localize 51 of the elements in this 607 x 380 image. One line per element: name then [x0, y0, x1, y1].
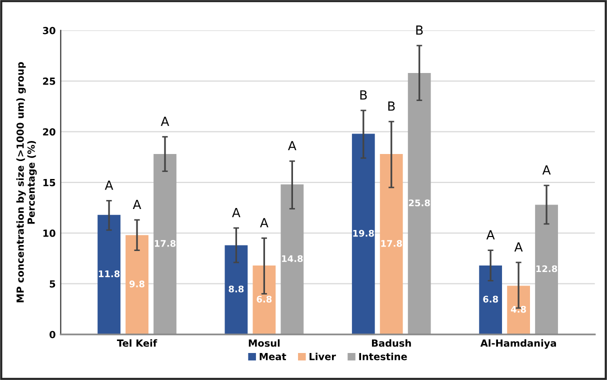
bar: [507, 286, 530, 334]
x-tick-label: Al-Hamdaniya: [480, 339, 556, 349]
legend-label: Liver: [310, 352, 336, 360]
x-tick-label: Mosul: [248, 339, 280, 347]
data-label: 9.8: [129, 280, 144, 288]
annotation: A: [104, 180, 114, 190]
annotation: A: [486, 230, 495, 240]
y-axis-title: MP concentration by size (>1000 um) group Percentage (%): [16, 62, 37, 302]
y-tick-label: 25: [43, 78, 56, 85]
bar: [252, 265, 276, 334]
bar: [535, 204, 558, 334]
data-label: 17.8: [381, 240, 402, 247]
legend-label: Meat: [260, 353, 286, 360]
annotation: A: [514, 242, 523, 252]
legend-label: Intestine: [359, 352, 407, 360]
data-label: 6.8: [256, 296, 272, 303]
bar: [126, 235, 148, 334]
y-tick-label: 20: [43, 128, 56, 136]
data-label: 12.8: [536, 265, 558, 272]
bar: [408, 72, 431, 334]
annotation: A: [542, 165, 551, 175]
y-tick-label: 0: [50, 330, 56, 338]
annotation: B: [416, 26, 423, 35]
bar: [224, 245, 248, 334]
data-label: 17.8: [154, 240, 176, 247]
bar: [479, 265, 502, 334]
annotation: A: [232, 208, 240, 218]
annotation: A: [132, 200, 142, 209]
data-label: 25.8: [408, 199, 430, 206]
y-tick-label: 5: [50, 280, 56, 288]
bar: [380, 154, 403, 334]
bar: [154, 154, 176, 334]
x-tick-label: Badush: [372, 339, 411, 347]
annotation: A: [288, 141, 296, 150]
y-tick-label: 30: [42, 26, 56, 34]
data-label: 14.8: [282, 255, 303, 262]
y-tick-label: 10: [43, 230, 56, 237]
annotation: B: [360, 90, 367, 100]
annotation: A: [260, 218, 268, 228]
bar: [98, 214, 120, 334]
data-label: 19.8: [353, 230, 374, 237]
y-tick-label: 15: [43, 179, 56, 186]
bar: [280, 184, 304, 334]
data-label: 4.8: [510, 306, 526, 313]
bar: [352, 134, 375, 334]
annotation: B: [388, 102, 395, 111]
data-label: 6.8: [483, 296, 498, 303]
data-label: 8.8: [228, 286, 244, 292]
data-label: 11.8: [98, 270, 120, 278]
annotation: A: [160, 116, 170, 126]
x-tick-label: Tel Keif: [116, 339, 158, 347]
